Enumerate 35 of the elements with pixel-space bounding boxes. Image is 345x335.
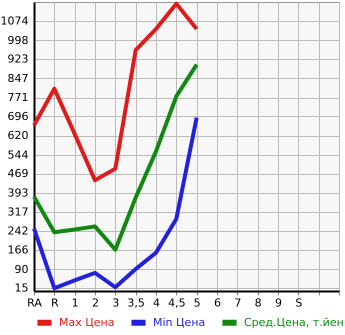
x-tick-label: 4 <box>153 296 160 310</box>
x-tick-label: 3,5 <box>127 296 145 310</box>
y-tick-label: 620 <box>8 129 28 142</box>
y-tick-label: 90 <box>14 262 28 276</box>
x-tick-label: RA <box>27 296 42 310</box>
y-tick-label: 15 <box>14 282 28 295</box>
line-series <box>32 2 199 182</box>
y-tick-label: 544 <box>8 148 28 162</box>
x-tick-label: 6 <box>214 296 221 310</box>
y-tick-label: 998 <box>8 34 28 47</box>
y-tick-label: 242 <box>8 224 28 238</box>
x-tick-label: 7 <box>234 296 242 310</box>
y-tick-label: 696 <box>8 110 28 123</box>
y-tick-label: 166 <box>8 244 28 257</box>
x-tick-label: 8 <box>254 296 262 310</box>
y-tick-label: 847 <box>8 72 28 85</box>
y-tick-label: 771 <box>8 91 28 104</box>
legend-label: Сред.Цена, т.йен <box>244 316 344 329</box>
x-tick-label: 4,5 <box>168 296 186 310</box>
x-tick-label: 5 <box>194 296 201 310</box>
line-series <box>32 62 199 252</box>
x-tick-label: 3 <box>112 296 120 310</box>
legend-label: Min Цена <box>153 316 206 329</box>
y-tick-label: 317 <box>8 206 28 219</box>
x-tick-label: R <box>51 296 60 310</box>
y-tick-label: 393 <box>8 186 28 200</box>
line-series <box>32 116 199 290</box>
x-tick-label: 2 <box>92 296 99 310</box>
y-tick-label: 469 <box>8 167 28 180</box>
legend-label: Max Цена <box>59 316 114 329</box>
x-tick-label: 1 <box>72 296 79 310</box>
y-tick-label: 1074 <box>0 14 28 28</box>
x-tick-label: S <box>295 296 302 310</box>
y-tick-label: 923 <box>8 52 28 66</box>
x-tick-label: 9 <box>275 296 282 310</box>
